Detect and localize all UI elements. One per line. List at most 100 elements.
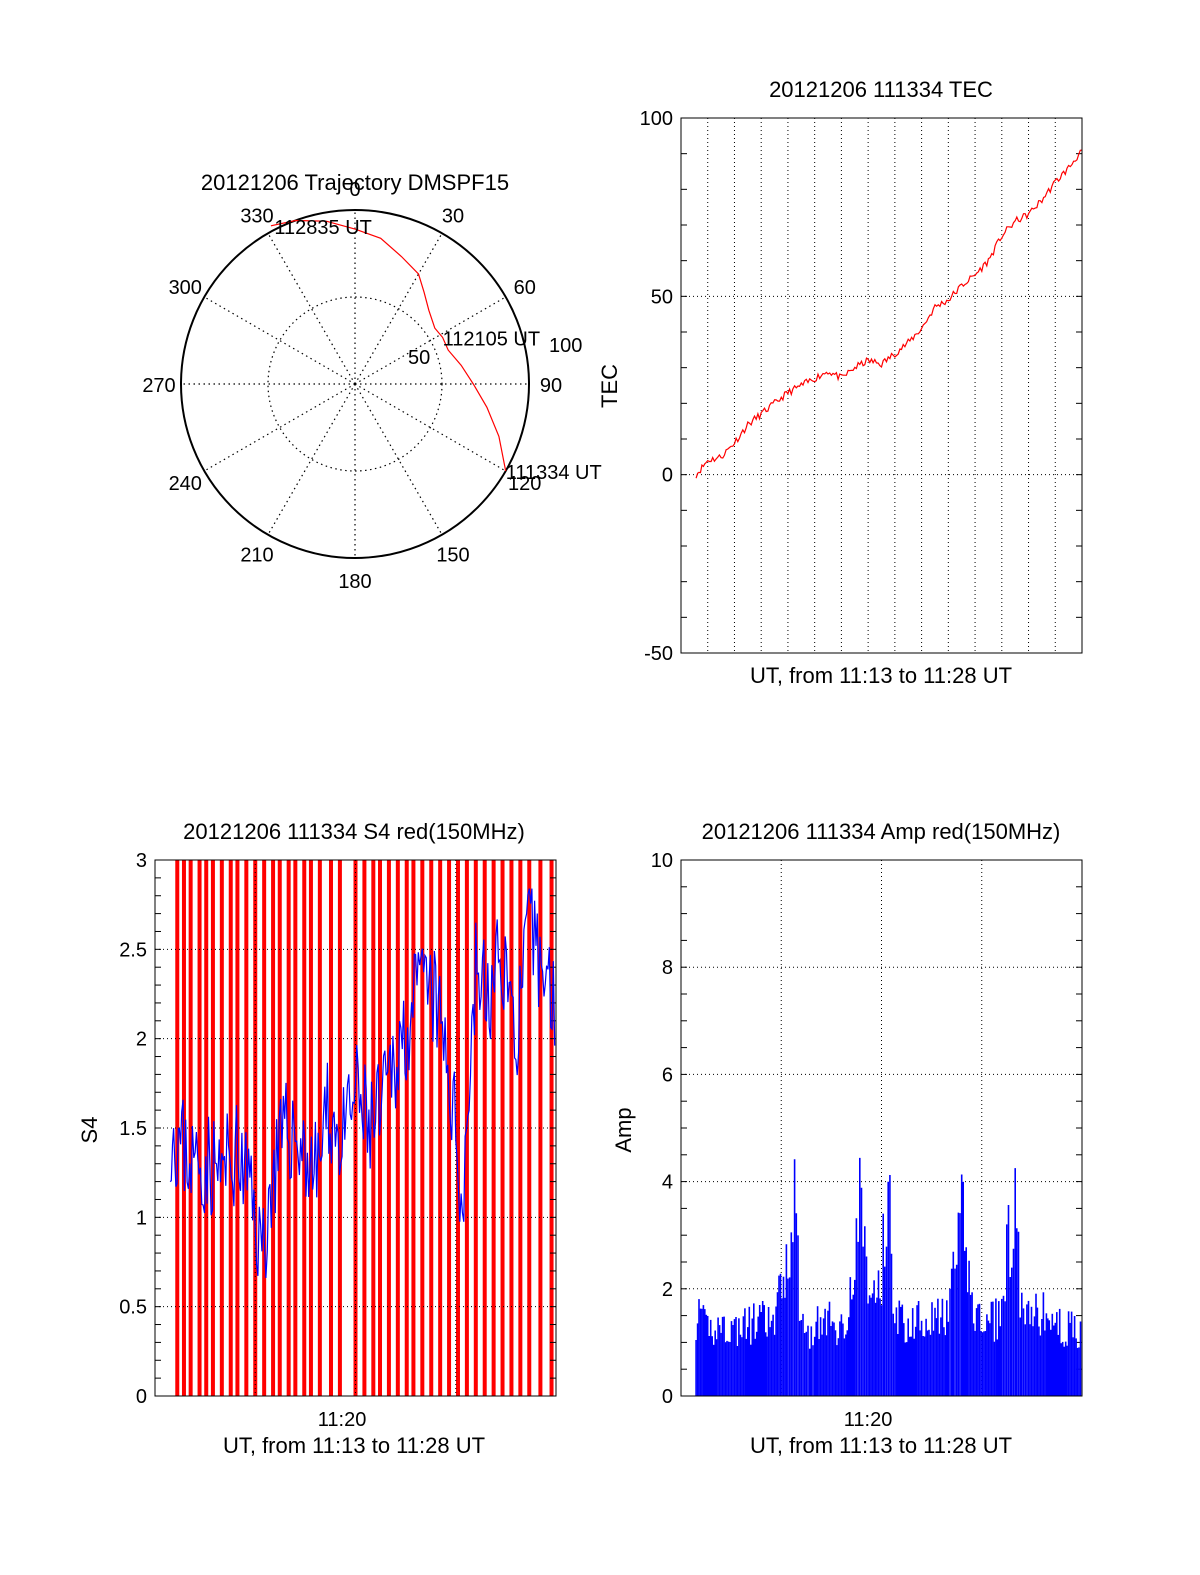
polar-time-annotation: 112835 UT <box>274 217 371 239</box>
s4-red-spike <box>262 860 267 1396</box>
amp-chart-title: 20121206 111334 Amp red(150MHz) <box>702 819 1061 844</box>
polar-angle-label: 300 <box>169 277 202 299</box>
polar-annotations: 112835 UT 112105 UT 111334 UT <box>274 217 601 484</box>
polar-angle-label: 210 <box>240 545 273 567</box>
polar-radial-labels: 50 100 <box>408 335 582 369</box>
y-tick-label: 2 <box>136 1029 147 1051</box>
tec-y-axis-label: TEC <box>597 364 622 408</box>
polar-chart-title: 20121206 Trajectory DMSPF15 <box>201 170 509 195</box>
amp-plot-frame <box>680 859 1083 1397</box>
s4-red-spike <box>411 860 416 1396</box>
s4-red-spike <box>395 860 400 1396</box>
polar-angle-label: 90 <box>540 375 562 397</box>
s4-x-tick-label: 11:20 <box>318 1409 367 1431</box>
s4-red-spike <box>438 860 443 1396</box>
polar-spoke <box>204 383 356 472</box>
amp-y-tick-labels: 0 2 4 6 8 10 <box>651 850 673 1408</box>
polar-radial-label: 100 <box>549 335 582 357</box>
amp-chart: 20121206 111334 Amp red(150MHz) 0246810 … <box>611 819 1083 1458</box>
s4-red-spike <box>244 860 249 1396</box>
polar-spoke <box>267 233 356 385</box>
polar-time-annotation: 112105 UT <box>443 328 540 350</box>
y-tick-label: 2.5 <box>119 939 147 961</box>
s4-red-spike <box>228 860 233 1396</box>
y-tick-label: 0 <box>662 1386 673 1408</box>
y-tick-label: 100 <box>640 108 673 130</box>
s4-red-spike <box>491 860 496 1396</box>
s4-red-spikes <box>175 860 554 1396</box>
polar-spoke <box>267 383 356 535</box>
y-tick-label: 2 <box>662 1279 673 1301</box>
tec-x-axis-label: UT, from 11:13 to 11:28 UT <box>750 663 1012 688</box>
polar-angle-label: 120 <box>508 473 541 495</box>
y-tick-label: 0.5 <box>119 1297 147 1319</box>
s4-red-spike <box>362 860 367 1396</box>
polar-angle-label: 0 <box>349 179 360 201</box>
y-tick-label: 6 <box>662 1064 673 1086</box>
tec-chart: 20121206 111334 TEC -50 0 50 100 UT, from 1… <box>597 77 1083 688</box>
s4-red-spike <box>518 860 523 1396</box>
y-tick-label: 1 <box>136 1207 147 1229</box>
polar-spoke <box>354 383 443 535</box>
y-tick-label: 0 <box>662 465 673 487</box>
amp-grid <box>681 859 1082 1397</box>
polar-angle-label: 30 <box>442 205 464 227</box>
polar-chart: 20121206 Trajectory DMSPF15 0 30 60 90 120 15… <box>142 170 601 593</box>
s4-red-spike <box>538 860 543 1396</box>
tec-plot-frame <box>680 117 1083 654</box>
s4-red-spike <box>404 860 409 1396</box>
amp-x-axis-label: UT, from 11:13 to 11:28 UT <box>750 1433 1012 1458</box>
y-tick-label: 4 <box>662 1172 673 1194</box>
s4-red-spike <box>527 860 532 1396</box>
tec-chart-title: 20121206 111334 TEC <box>769 77 993 102</box>
polar-spoke <box>354 296 506 385</box>
polar-angle-label: 180 <box>338 571 371 593</box>
polar-radial-label: 50 <box>408 347 430 369</box>
s4-red-spike <box>175 860 180 1396</box>
y-tick-label: 10 <box>651 850 673 872</box>
y-tick-label: 1.5 <box>119 1118 147 1140</box>
polar-outer-circle <box>180 209 530 559</box>
amp-x-tick-label: 11:20 <box>844 1409 893 1431</box>
s4-red-spike <box>271 860 276 1396</box>
y-tick-label: 8 <box>662 957 673 979</box>
s4-red-spike <box>386 860 391 1396</box>
s4-red-spike <box>188 860 193 1396</box>
s4-chart-title: 20121206 111334 S4 red(150MHz) <box>183 819 525 844</box>
amp-y-axis-label: Amp <box>611 1107 636 1152</box>
polar-angle-label: 240 <box>169 473 202 495</box>
s4-x-axis-label: UT, from 11:13 to 11:28 UT <box>223 1433 485 1458</box>
polar-grid <box>180 209 530 559</box>
s4-red-spike <box>420 860 425 1396</box>
y-tick-label: 0 <box>136 1386 147 1408</box>
polar-spoke <box>354 233 443 385</box>
s4-red-spike <box>219 860 224 1396</box>
tec-series-line <box>695 149 1083 479</box>
s4-chart: 20121206 111334 S4 red(150MHz) 0 0.5 1 1.5 2… <box>77 819 557 1458</box>
polar-inner-circle <box>267 296 443 472</box>
s4-plot-frame <box>154 859 557 1397</box>
s4-red-spike <box>447 860 452 1396</box>
tec-y-tick-labels: -50 0 50 100 <box>640 108 673 665</box>
polar-spoke <box>354 383 506 472</box>
polar-spoke <box>204 296 356 385</box>
s4-red-spike <box>455 860 460 1396</box>
s4-red-spike <box>328 860 333 1396</box>
s4-y-tick-labels: 0 0.5 1 1.5 2 2.5 3 <box>119 850 147 1408</box>
polar-angle-label: 150 <box>436 545 469 567</box>
amp-bars <box>695 1157 1082 1396</box>
s4-y-axis-label: S4 <box>77 1117 102 1144</box>
polar-angle-label: 270 <box>142 375 175 397</box>
y-tick-label: 3 <box>136 850 147 872</box>
polar-angle-labels: 0 30 60 90 120 150 180 210 240 270 300 330 <box>142 179 562 593</box>
s4-red-spike <box>500 860 505 1396</box>
y-tick-label: -50 <box>644 643 673 665</box>
s4-red-spike <box>482 860 487 1396</box>
polar-angle-label: 330 <box>240 205 273 227</box>
s4-red-spike <box>286 860 291 1396</box>
s4-red-spike <box>308 860 313 1396</box>
polar-trajectory-line <box>270 219 507 472</box>
polar-angle-label: 60 <box>514 277 536 299</box>
s4-red-spike <box>210 860 215 1396</box>
